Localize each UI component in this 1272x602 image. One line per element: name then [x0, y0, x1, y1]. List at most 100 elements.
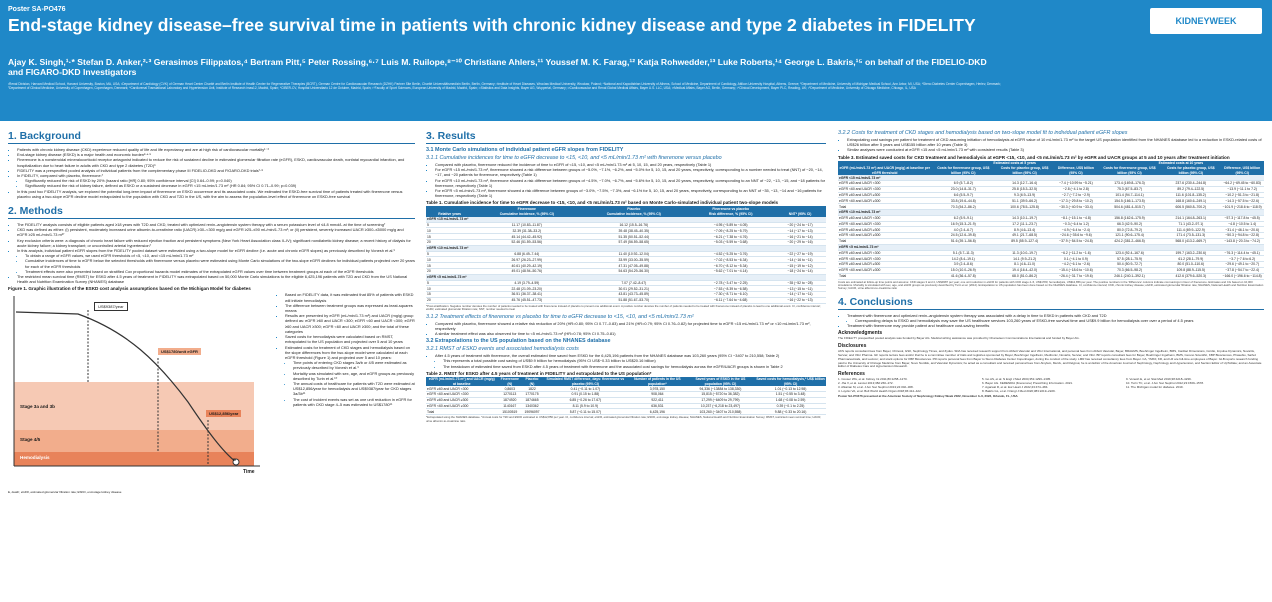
list-item: In this post hoc FIDELITY analysis, we e…: [17, 189, 415, 199]
table-cell: −6.70 (−8.12 to −5.34): [687, 262, 775, 269]
table-header-cell: Placebo: [580, 206, 688, 212]
table-header-cell: Finerenone (N): [497, 376, 523, 387]
results-subheading: 3.2.1 RMST of ESKD events and associated…: [426, 346, 579, 353]
table-cell: 66.3 (42.9–90.2): [1097, 221, 1162, 228]
table-cell: 1.68 (−0.08 to 2.59): [755, 397, 826, 404]
table-cell: −50.3 (−94.8 to −22.8): [1220, 232, 1264, 239]
cost-label-unit: US$1780/unit eGFR: [158, 348, 201, 356]
table-cell: eGFR <15 mL/min/1.73 m²: [838, 175, 1264, 182]
list-item: Treatment with finerenone may provide pa…: [847, 323, 1264, 328]
results-bullets: Compared with placebo, finerenone showed…: [426, 321, 826, 337]
table-cell: −7.09 (−8.25 to −5.79): [687, 227, 775, 235]
author-list: Ajay K. Singh,¹·* Stefan D. Anker,²·³ Ge…: [8, 57, 987, 77]
table-row: eGFR <60 and UACR ≥300 33.8 (19.6–44.8) 51…: [838, 197, 1264, 205]
table-cell: −15 (−19 to −12): [774, 262, 826, 269]
table-row: eGFR <60 and UACR <300 23.0 (14.8–31.7) 25…: [838, 186, 1264, 193]
list-item: This represents a total possible cost sa…: [443, 358, 826, 363]
table-row: eGFR ≥60 and UACR <300 5.1 (5.7–11.3) 11.3…: [838, 250, 1264, 257]
results-bullets: Extrapolating cost savings per patient f…: [838, 137, 1264, 153]
table-cell: 71.1 (43.2–97.1): [1161, 221, 1221, 228]
table-cell: 70.3 (66.5–98.2): [1097, 267, 1162, 274]
table-cell: 89.5 (55.9–127.4): [995, 238, 1055, 245]
table-cell: −4.95 (−5.89 to −4.05): [687, 222, 775, 229]
table-cell: 49.01 (48.94–50.76): [473, 268, 581, 275]
acknowledgments-heading: Acknowledgments: [838, 330, 883, 337]
table-cell: 80.0 (51.0–110.6): [1161, 261, 1221, 268]
list-item: Treatment with finerenone and optimized …: [847, 313, 1264, 323]
table-cell: 11.3 (10.0–19.7): [995, 250, 1055, 257]
list-item: Significantly reduced the risk of ESKD b…: [25, 178, 415, 183]
table-cell: −20 (−29 to −16): [774, 239, 826, 246]
table-row: 10 32.39 (31.38–33.2) 39.48 (38.45–40.35) −…: [426, 227, 826, 235]
table-cell: 39.48 (38.45–40.35): [580, 227, 688, 235]
table-header-cell: eGFR (mL/min/1.73 m²) and UACR (mg/g) at…: [426, 376, 498, 387]
table-header-cell: Costs for placebo group, US$ billion (95…: [1161, 165, 1221, 176]
table1-body: eGFR <15 mL/min/1.73 m² 5 11.17 (10.83–11.…: [426, 216, 826, 304]
table-cell: 11.17 (10.83–11.87): [473, 222, 581, 229]
table-cell: 173.4 (169.8–176.3): [1097, 180, 1162, 187]
table-cell: −22 (−27 to −19): [774, 251, 826, 258]
table-cell: 5: [426, 280, 474, 287]
table-cell: −14.3 (−57.5 to −22.6): [1220, 197, 1264, 205]
table-cell: Total: [838, 203, 932, 210]
list-item: For eGFR <10 mL/min/1.73 m², finerenone …: [435, 178, 826, 188]
table-row: 5 6.88 (6.49–7.44) 11.40 (10.92–12.04) −4.5…: [426, 251, 826, 258]
table-cell: 111.4 (69.9–122.9): [1161, 226, 1221, 234]
table-cell: 10: [426, 285, 474, 293]
table-cell: 1140167: [497, 403, 523, 410]
table-cell: eGFR <15 mL/min/1.73 m²: [426, 216, 826, 223]
table-cell: eGFR <10 mL/min/1.73 m²: [426, 245, 826, 252]
table1-note: *Post-stratification. Negative number de…: [426, 303, 821, 312]
table-header-row: eGFR (mL/min/1.73 m²) and UACR (mg/g) at…: [838, 165, 1264, 176]
table-cell: 15.0 (10.0–26.9): [931, 267, 996, 274]
table-header-cell: Placebo (N): [522, 376, 542, 387]
egfr-decline-curve: [15, 311, 237, 463]
table-row: 15 40.61 (40.29–42.19) 47.31 (47.05–49.88)…: [426, 262, 826, 269]
table-cell: −4.52 (−5.25 to −3.76): [687, 251, 775, 258]
table-row: eGFR <60 and UACR ≥300 24.5 (12.6–39.8) 49…: [838, 232, 1264, 239]
table-cell: 424.2 (381.2–466.5): [1097, 238, 1162, 245]
table-cell: 26.97 (26.23–27.99): [473, 256, 581, 264]
table-cell: 237.6 (230.4–244.8): [1161, 180, 1221, 187]
table-cell: 32.39 (31.38–33.2): [473, 227, 581, 235]
table-cell: 49.1 (21.7–68.5): [995, 232, 1055, 239]
poster-number: Poster SA-PO476: [8, 6, 66, 13]
table-cell: 0,8603: [497, 386, 523, 393]
table-row: eGFR ≥60 and UACR <300 0,8603 1822 0.41 (−0…: [426, 386, 826, 393]
table-row: 15 36.51 (36.37–38.41) 43.81 (43.73–45.89)…: [426, 291, 826, 298]
table-cell: 0.1 (−4.1 to 0.9): [1054, 255, 1098, 263]
table-cell: 16.9 (15.3–21.9): [931, 221, 996, 228]
list-item: Key exclusion criteria were: a diagnosis…: [17, 238, 415, 248]
table-cell: 15: [426, 233, 474, 240]
table-cell: 10,237 (−6,218 to 23,497): [685, 403, 756, 410]
cost-label-stage3: US$9387/year: [94, 302, 128, 312]
hemodialysis-band: [14, 452, 254, 467]
table-cell: 33.8 (19.6–44.8): [931, 197, 996, 205]
column-right: 3.2.2 Costs for treatment of CKD stages …: [838, 130, 1264, 399]
results-subheading: 3.2.2 Costs for treatment of CKD stages …: [838, 130, 1128, 136]
table-cell: Total: [838, 273, 932, 280]
table-cell: eGFR ≥60 and UACR <300: [838, 180, 932, 187]
table-cell: 1770175: [522, 391, 542, 398]
disclosures-text: AKS reports consultant fees from Bayer, …: [838, 349, 1262, 369]
table-cell: 17.2 (11.1–23.7): [995, 221, 1055, 228]
background-heading: 1. Background: [8, 130, 415, 144]
table-header-cell: Relative years: [426, 211, 474, 217]
table-cell: 1340362: [522, 403, 542, 410]
table-cell: −4.8 (−10.5 to 1.4): [1220, 221, 1264, 228]
table-cell: 100.6 (78.5–125.8): [995, 203, 1055, 210]
table-group-row: eGFR <5 mL/min/1.73 m²: [838, 244, 1264, 251]
table-group-row: eGFR <5 mL/min/1.73 m²: [426, 274, 826, 281]
list-item: Compared with placebo, finerenone showed…: [435, 321, 826, 331]
death-label: D: [233, 457, 236, 463]
table-cell: −10.2 (−51.3 to −21.8): [1220, 192, 1264, 199]
table2-note: *Extrapolated using the NHANES database.…: [426, 415, 822, 423]
table3-caption: Table 3. Estimated saved costs for CKD t…: [838, 154, 1230, 160]
table-cell: −7.02 (−8.53 to −6.34): [687, 256, 775, 264]
table-cell: 8.1 (4.6–11.0): [995, 261, 1055, 268]
list-item: To obtain a range of eGFR values, we use…: [25, 253, 415, 258]
table-cell: 154.5 (166.1–173.5): [1097, 197, 1162, 205]
table-header-cell: Costs for finerenone group, US$ billion …: [931, 165, 996, 176]
reference-item: 6. Bayer AG. KERENDIA (finerenone) Presc…: [982, 380, 1073, 385]
table-cell: 5.87 (−0.11 to 15.07): [541, 408, 629, 416]
